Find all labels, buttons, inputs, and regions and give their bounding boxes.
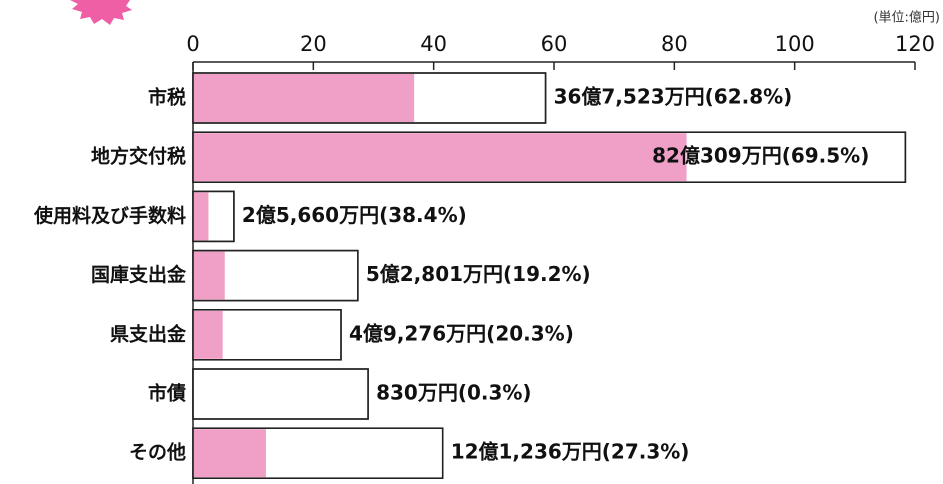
x-tick-label: 80: [661, 32, 688, 56]
total-bar-outline: [192, 249, 359, 302]
filled-bar: [194, 192, 209, 241]
category-label: 市税: [148, 86, 186, 109]
category-label: 使用料及び手数料: [33, 204, 186, 227]
total-bar-outline: [192, 190, 235, 243]
starburst-icon: [52, 0, 132, 25]
value-label: 82億309万円(69.5%): [652, 144, 869, 168]
value-label: 36億7,523万円(62.8%): [554, 85, 793, 109]
unit-label: (単位:億円): [873, 10, 940, 26]
total-bar-outline: [192, 131, 907, 183]
category-label: 県支出金: [110, 322, 187, 345]
x-tick-label: 40: [420, 32, 447, 56]
value-label: 830万円(0.3%): [376, 381, 531, 405]
total-bar-outline: [192, 427, 444, 479]
category-label: その他: [129, 441, 186, 464]
x-tick-label: 100: [775, 32, 815, 56]
filled-bar: [194, 133, 687, 182]
x-tick-label: 20: [300, 32, 327, 56]
value-label: 5億2,801万円(19.2%): [366, 262, 591, 286]
total-bar: [192, 368, 369, 420]
x-tick-label: 0: [186, 32, 199, 56]
total-bar-outline: [192, 72, 547, 124]
x-tick-label: 120: [895, 32, 935, 56]
value-label: 2億5,660万円(38.4%): [242, 203, 467, 227]
filled-bar: [194, 310, 223, 359]
category-label: 地方交付税: [91, 145, 186, 168]
total-bar-outline: [192, 309, 342, 361]
value-label: 12億1,236万円(27.3%): [451, 440, 690, 464]
category-label: 国庫支出金: [91, 263, 187, 286]
filled-bar: [194, 429, 266, 478]
total-bar-outline: [192, 368, 369, 420]
filled-bar: [194, 251, 225, 300]
filled-bar: [194, 74, 415, 122]
x-tick-label: 60: [541, 32, 568, 56]
value-label: 4億9,276万円(20.3%): [349, 321, 574, 345]
category-label: 市債: [148, 382, 186, 405]
